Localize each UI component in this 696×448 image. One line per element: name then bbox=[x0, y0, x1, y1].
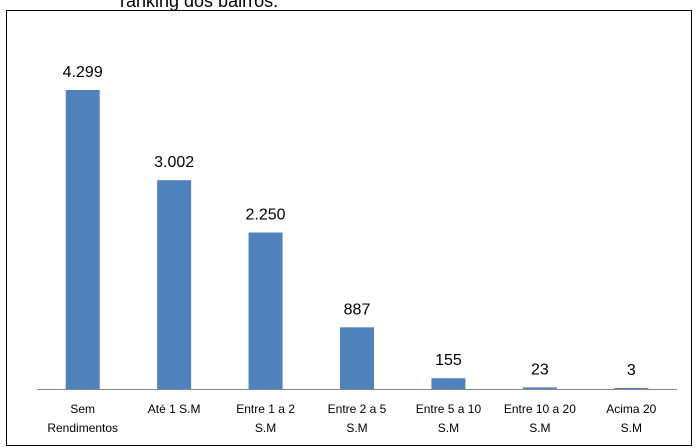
bar-1 bbox=[157, 180, 192, 389]
data-label-0: 4.299 bbox=[63, 64, 103, 81]
bars-group bbox=[65, 90, 649, 389]
bar-6 bbox=[614, 388, 649, 389]
category-label-2-line-0: Entre 1 a 2 bbox=[236, 402, 295, 416]
bar-0 bbox=[65, 90, 100, 389]
category-label-4-line-0: Entre 5 a 10 bbox=[416, 402, 482, 416]
data-label-1: 3.002 bbox=[154, 154, 194, 171]
bar-4 bbox=[431, 378, 466, 389]
category-label-5-line-0: Entre 10 a 20 bbox=[504, 402, 576, 416]
category-label-3-line-0: Entre 2 a 5 bbox=[328, 402, 387, 416]
category-label-0-line-0: Sem bbox=[70, 402, 95, 416]
category-label-6-line-0: Acima 20 bbox=[606, 402, 656, 416]
bar-5 bbox=[522, 387, 557, 389]
category-label-4-line-1: S.M bbox=[438, 421, 459, 435]
bar-3 bbox=[340, 327, 374, 389]
header-text: ranking dos bairros. bbox=[120, 0, 279, 11]
data-label-2: 2.250 bbox=[246, 207, 286, 224]
category-labels-group: Sem Rendimentos Até 1 S.M Entre 1 a 2 S.M Ent… bbox=[47, 402, 656, 435]
data-label-3: 887 bbox=[344, 301, 371, 318]
category-label-1-line-0: Até 1 S.M bbox=[148, 402, 201, 416]
data-label-4: 155 bbox=[435, 352, 462, 369]
data-label-5: 23 bbox=[531, 361, 549, 378]
data-label-6: 3 bbox=[627, 362, 636, 379]
category-label-6-line-1: S.M bbox=[621, 421, 642, 435]
data-labels-group: 4.299 3.002 2.250 887 155 23 3 bbox=[63, 64, 636, 379]
category-label-0-line-1: Rendimentos bbox=[47, 421, 118, 435]
category-label-5-line-1: S.M bbox=[529, 421, 550, 435]
category-label-3-line-1: S.M bbox=[346, 421, 367, 435]
category-label-2-line-1: S.M bbox=[255, 421, 276, 435]
bar-2 bbox=[248, 232, 283, 389]
